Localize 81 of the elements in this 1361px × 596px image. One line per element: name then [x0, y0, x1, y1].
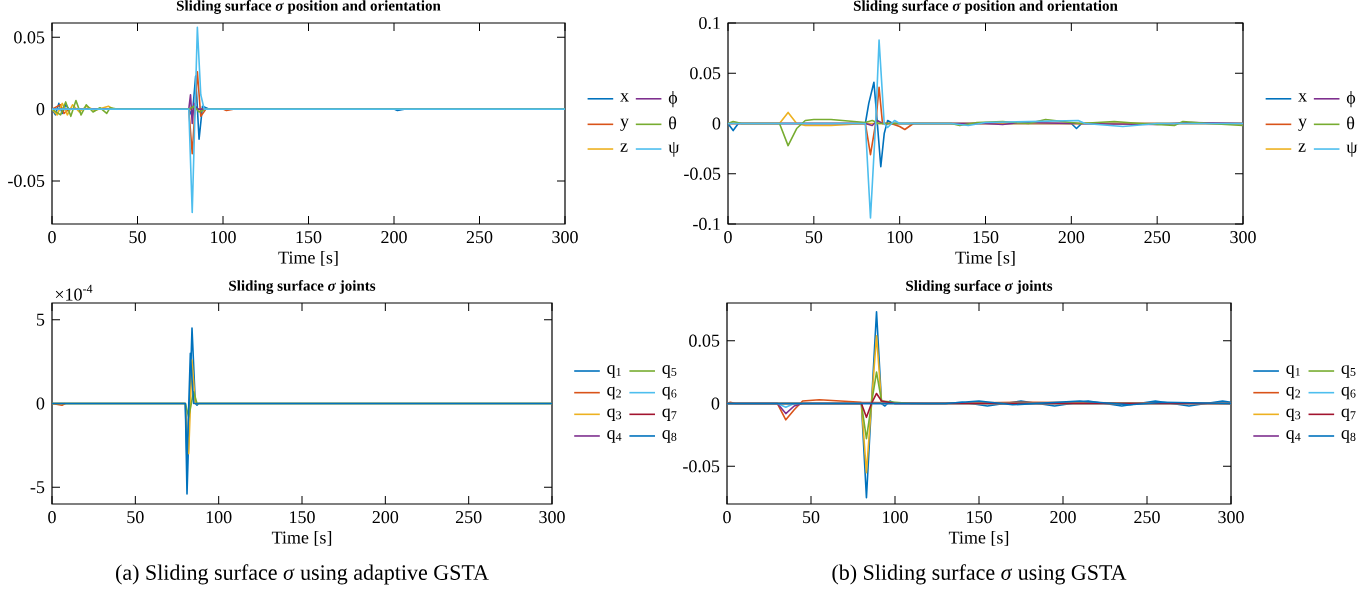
x-tick-label: 100 — [883, 511, 908, 524]
x-tick-label: 0 — [48, 231, 56, 244]
y-tick-label: 0 — [712, 117, 721, 130]
x-tick-label: 100 — [887, 231, 913, 244]
legend-label: q$_{7}$ — [1341, 408, 1356, 421]
chart-title: Sliding surface σ position and orientation — [853, 0, 1118, 14]
chart-title: Sliding surface σ joints — [906, 280, 1053, 294]
x-tick-label: 50 — [803, 511, 820, 524]
legend-label: ψ — [1346, 142, 1358, 157]
x-tick-label: 200 — [372, 511, 399, 524]
x-tick-label: 250 — [1144, 231, 1170, 244]
y-tick-label: 0.05 — [690, 67, 721, 80]
x-tick-label: 150 — [296, 231, 322, 244]
legend-label: q$_{6}$ — [662, 386, 677, 400]
x-tick-label: 0 — [724, 231, 732, 244]
legend-label: q$_{1}$ — [607, 365, 621, 378]
x-tick-label: 250 — [455, 511, 482, 524]
y-tick-label: -0.05 — [8, 174, 45, 188]
text: ×10$^{-4}$ — [55, 284, 93, 301]
legend-label: q$_{2}$ — [1286, 386, 1301, 400]
text: (a) Sliding surface σ using adaptive GSTA — [116, 564, 489, 585]
x-tick-label: 50 — [805, 231, 823, 244]
legend-label: q$_{3}$ — [607, 408, 622, 421]
chart-title: Sliding surface σ position and orientation — [176, 0, 441, 14]
y-tick-label: -0.05 — [684, 167, 721, 180]
x-axis-title: Time [s] — [955, 250, 1015, 266]
x-tick-label: 200 — [1058, 231, 1085, 244]
legend-label: q$_{8}$ — [1341, 430, 1356, 443]
x-axis-title: Time [s] — [278, 250, 338, 266]
legend-label: q$_{5}$ — [1341, 365, 1356, 378]
y-tick-label: -5 — [30, 481, 45, 494]
y-tick-label: 0 — [711, 397, 720, 410]
legend-label: ϕ — [668, 91, 678, 108]
legend-label: z — [620, 143, 628, 152]
legend-label: ψ — [668, 142, 680, 157]
text: (b) Sliding surface σ using GSTA — [832, 564, 1127, 585]
legend-label: θ — [669, 116, 677, 130]
x-axis-title: Time [s] — [271, 530, 332, 546]
legend-label: ϕ — [1346, 91, 1356, 108]
x-tick-label: 250 — [1134, 511, 1160, 524]
legend-label: q$_{4}$ — [1286, 430, 1301, 443]
y-tick-label: 0.05 — [14, 31, 45, 44]
x-tick-label: 300 — [539, 511, 565, 524]
chart-title: Sliding surface σ joints — [229, 280, 376, 294]
y-tick-label: 0 — [36, 397, 45, 410]
x-tick-label: 50 — [129, 231, 146, 244]
legend-label: q$_{4}$ — [607, 430, 622, 443]
x-tick-label: 300 — [1230, 231, 1256, 244]
legend-label: q$_{8}$ — [662, 430, 677, 443]
legend-label: q$_{6}$ — [1341, 386, 1356, 400]
x-tick-label: 100 — [211, 231, 236, 244]
legend-label: x — [1298, 93, 1307, 102]
y-tick-label: -0.1 — [693, 217, 720, 231]
legend-label: θ — [1347, 116, 1355, 130]
legend-label: z — [1298, 143, 1306, 152]
x-tick-label: 300 — [1218, 511, 1244, 524]
y-tick-label: 0.1 — [699, 16, 720, 30]
x-tick-label: 300 — [552, 231, 578, 244]
legend-label: q$_{1}$ — [1286, 365, 1300, 378]
x-tick-label: 200 — [1050, 511, 1076, 524]
x-tick-label: 250 — [466, 231, 493, 244]
y-tick-label: 0 — [36, 103, 45, 116]
legend-label: q$_{3}$ — [1286, 408, 1301, 421]
x-axis-title: Time [s] — [948, 530, 1009, 546]
x-tick-label: 50 — [127, 511, 144, 524]
legend-label: y — [1298, 118, 1307, 131]
y-tick-label: 5 — [36, 313, 45, 326]
x-tick-label: 150 — [967, 511, 992, 524]
legend-label: x — [620, 93, 629, 102]
x-tick-label: 100 — [206, 511, 232, 524]
x-tick-label: 200 — [381, 231, 407, 244]
x-tick-label: 150 — [973, 231, 999, 244]
x-tick-label: 0 — [48, 511, 56, 524]
x-tick-label: 150 — [290, 511, 315, 524]
legend-label: y — [620, 118, 629, 131]
legend-label: q$_{7}$ — [662, 408, 677, 421]
y-tick-label: 0.05 — [689, 334, 720, 347]
y-tick-label: -0.05 — [683, 460, 720, 473]
legend-label: q$_{2}$ — [607, 386, 621, 400]
legend-label: q$_{5}$ — [662, 365, 677, 378]
x-tick-label: 0 — [723, 511, 731, 524]
